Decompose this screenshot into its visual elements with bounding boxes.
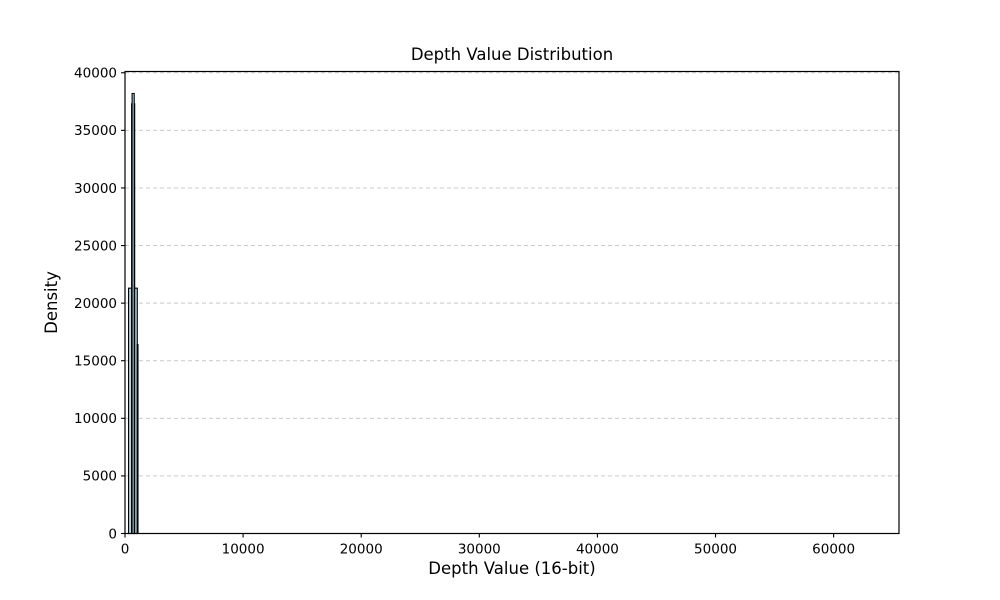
x-axis-label: Depth Value (16-bit) bbox=[428, 559, 595, 578]
plot-area: 0 10000 20000 30000 40000 50000 60000 0 5000 1000… bbox=[74, 66, 900, 558]
x-tick-label: 0 bbox=[121, 542, 130, 558]
axes-frame bbox=[124, 70, 900, 535]
histogram-bar bbox=[136, 344, 139, 535]
y-tick-label: 10000 bbox=[74, 411, 117, 427]
histogram-bar bbox=[131, 92, 135, 535]
y-tick-label: 0 bbox=[108, 526, 117, 542]
chart-title: Depth Value Distribution bbox=[411, 45, 613, 64]
y-tick-label: 5000 bbox=[83, 469, 117, 485]
x-tick-label: 50000 bbox=[694, 542, 737, 558]
x-tick-label: 30000 bbox=[458, 542, 501, 558]
y-tick-label: 35000 bbox=[74, 123, 117, 139]
y-tick-label: 15000 bbox=[74, 354, 117, 370]
x-tick-label: 40000 bbox=[576, 542, 619, 558]
x-tick-label: 20000 bbox=[340, 542, 383, 558]
x-tick-label: 10000 bbox=[222, 542, 265, 558]
y-tick-label: 20000 bbox=[74, 296, 117, 312]
x-tick-label: 60000 bbox=[812, 542, 855, 558]
y-axis-label: Density bbox=[42, 271, 61, 334]
y-tick-label: 30000 bbox=[74, 181, 117, 197]
y-tick-label: 40000 bbox=[74, 66, 117, 82]
y-tick-label: 25000 bbox=[74, 238, 117, 254]
